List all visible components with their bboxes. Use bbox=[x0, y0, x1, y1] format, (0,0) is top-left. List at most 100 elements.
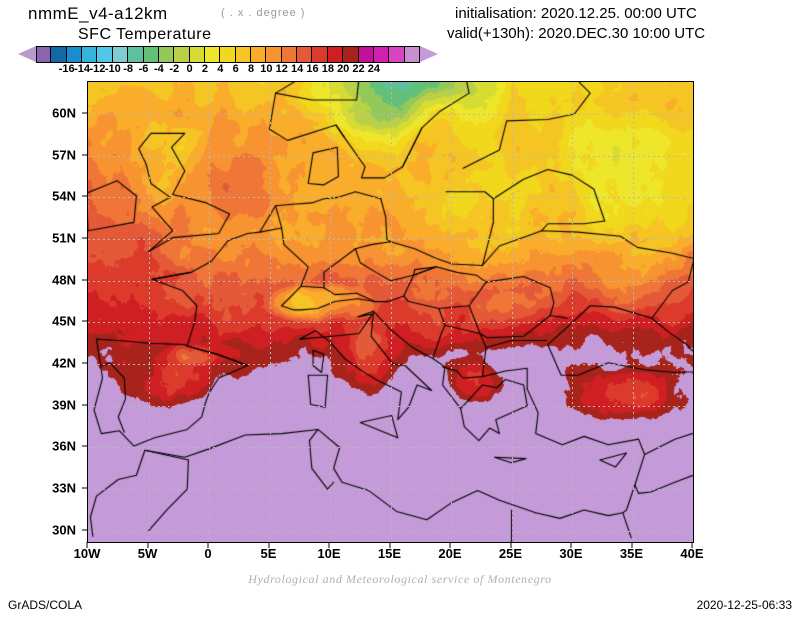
gridline-lon bbox=[572, 82, 573, 542]
latitude-tick-label: 30N bbox=[52, 522, 76, 538]
grads-tag: GrADS/COLA bbox=[8, 598, 83, 612]
longitude-tick-label: 20E bbox=[438, 546, 462, 561]
colorbar-under-arrow bbox=[18, 46, 36, 62]
gridline-lon bbox=[511, 82, 513, 542]
field-title: SFC Temperature bbox=[78, 26, 212, 43]
colorbar-tick: 16 bbox=[306, 63, 319, 75]
latitude-tick-mark bbox=[82, 195, 88, 197]
colorbar-swatches bbox=[36, 46, 420, 63]
colorbar: -16 -14 -12 -10 -8 -6 -4 -2 0 2 4 6 8 10 12 14 16 18 20 22 2… bbox=[8, 46, 438, 75]
colorbar-over-arrow bbox=[420, 46, 438, 62]
colorbar-swatch bbox=[235, 46, 252, 63]
colorbar-tick: -14 bbox=[74, 63, 91, 75]
colorbar-swatch bbox=[112, 46, 129, 63]
latitude-tick-label: 45N bbox=[52, 313, 76, 329]
latitude-tick-mark bbox=[82, 445, 88, 447]
latitude-tick-label: 36N bbox=[52, 438, 76, 454]
longitude-tick-label: 5E bbox=[260, 546, 277, 561]
render-timestamp: 2020-12-25-06:33 bbox=[696, 598, 792, 612]
colorbar-swatch bbox=[158, 46, 175, 63]
latitude-tick-mark bbox=[82, 279, 88, 281]
colorbar-tick: 20 bbox=[337, 63, 350, 75]
latitude-tick-mark bbox=[82, 529, 88, 531]
model-name: nmmE_v4-a12km bbox=[28, 4, 168, 23]
colorbar-swatch bbox=[312, 46, 328, 63]
gridline-lon bbox=[148, 82, 150, 542]
colorbar-swatch bbox=[404, 46, 420, 63]
colorbar-swatch bbox=[66, 46, 83, 63]
latitude-tick-label: 33N bbox=[52, 480, 76, 496]
colorbar-swatch bbox=[343, 46, 359, 63]
longitude-tick-label: 25E bbox=[498, 546, 523, 561]
colorbar-swatch bbox=[327, 46, 344, 63]
longitude-tick-mark bbox=[691, 542, 693, 548]
credit-line: Hydrological and Meteorological service … bbox=[248, 572, 552, 586]
colorbar-tick: 10 bbox=[260, 63, 273, 75]
latitude-tick-mark bbox=[82, 320, 88, 322]
colorbar-tick: -16 bbox=[58, 63, 75, 75]
colorbar-swatch bbox=[82, 46, 98, 63]
colorbar-tick: 14 bbox=[290, 63, 304, 75]
colorbar-tick: -8 bbox=[123, 63, 134, 75]
colorbar-swatch bbox=[174, 46, 190, 63]
colorbar-tick: 24 bbox=[367, 63, 381, 75]
colorbar-tick: -10 bbox=[104, 63, 121, 75]
gridline-lon bbox=[209, 82, 210, 542]
colorbar-swatch bbox=[266, 46, 282, 63]
colorbar-tick: 2 bbox=[201, 63, 209, 75]
longitude-tick-label: 0 bbox=[204, 546, 212, 561]
latitude-tick-label: 39N bbox=[52, 397, 76, 413]
latitude-tick-label: 51N bbox=[52, 230, 76, 246]
gridline-lon bbox=[632, 82, 634, 542]
colorbar-swatch bbox=[189, 46, 205, 63]
gridline-lon bbox=[269, 82, 271, 542]
colorbar-tick: -12 bbox=[89, 63, 106, 75]
longitude-tick-mark bbox=[449, 542, 451, 548]
longitude-tick-label: 40E bbox=[680, 546, 704, 561]
colorbar-tick: 12 bbox=[275, 63, 288, 75]
latitude-tick-mark bbox=[82, 237, 88, 239]
longitude-tick-label: 30E bbox=[559, 546, 583, 561]
longitude-tick-mark bbox=[570, 542, 572, 548]
longitude-tick-mark bbox=[86, 542, 88, 548]
colorbar-tick: 6 bbox=[232, 63, 239, 75]
longitude-tick-label: 5W bbox=[137, 546, 158, 561]
valid-time: valid(+130h): 2020.DEC.30 10:00 UTC bbox=[447, 25, 706, 42]
colorbar-swatch bbox=[373, 46, 390, 63]
latitude-tick-mark bbox=[82, 362, 88, 364]
colorbar-swatch bbox=[297, 46, 313, 63]
colorbar-swatch bbox=[51, 46, 67, 63]
colorbar-tick: 22 bbox=[352, 63, 365, 75]
longitude-tick-label: 15E bbox=[377, 546, 402, 561]
longitude-tick-mark bbox=[268, 542, 269, 548]
latitude-tick-mark bbox=[82, 487, 88, 489]
colorbar-swatch bbox=[358, 46, 374, 63]
colorbar-tick: -4 bbox=[153, 63, 164, 75]
latitude-tick-label: 60N bbox=[52, 105, 76, 121]
colorbar-swatch bbox=[204, 46, 221, 63]
latitude-tick-mark bbox=[82, 112, 88, 114]
colorbar-tick: -2 bbox=[169, 63, 180, 75]
longitude-tick-mark bbox=[510, 542, 511, 548]
gridline-lon bbox=[451, 82, 452, 542]
longitude-tick-label: 10W bbox=[73, 546, 101, 561]
gridline-lon bbox=[390, 82, 392, 542]
longitude-tick-mark bbox=[207, 542, 209, 548]
colorbar-tick: 4 bbox=[217, 63, 224, 75]
latitude-tick-label: 48N bbox=[52, 272, 76, 288]
longitude-tick-mark bbox=[328, 542, 330, 548]
colorbar-tick: 0 bbox=[186, 63, 193, 75]
latitude-tick-mark bbox=[82, 404, 88, 406]
gridline-lon bbox=[330, 82, 331, 542]
colorbar-swatch bbox=[389, 46, 405, 63]
latitude-tick-mark bbox=[82, 154, 88, 156]
map-plot-area bbox=[87, 81, 694, 543]
initialisation-time: initialisation: 2020.12.25. 00:00 UTC bbox=[455, 5, 697, 22]
colorbar-swatch bbox=[128, 46, 144, 63]
colorbar-swatch bbox=[36, 46, 52, 63]
colorbar-swatch bbox=[143, 46, 159, 63]
colorbar-swatch bbox=[97, 46, 113, 63]
longitude-tick-label: 10E bbox=[317, 546, 341, 561]
model-units-note: ( . x . degree ) bbox=[221, 7, 306, 19]
latitude-tick-label: 54N bbox=[52, 188, 76, 204]
